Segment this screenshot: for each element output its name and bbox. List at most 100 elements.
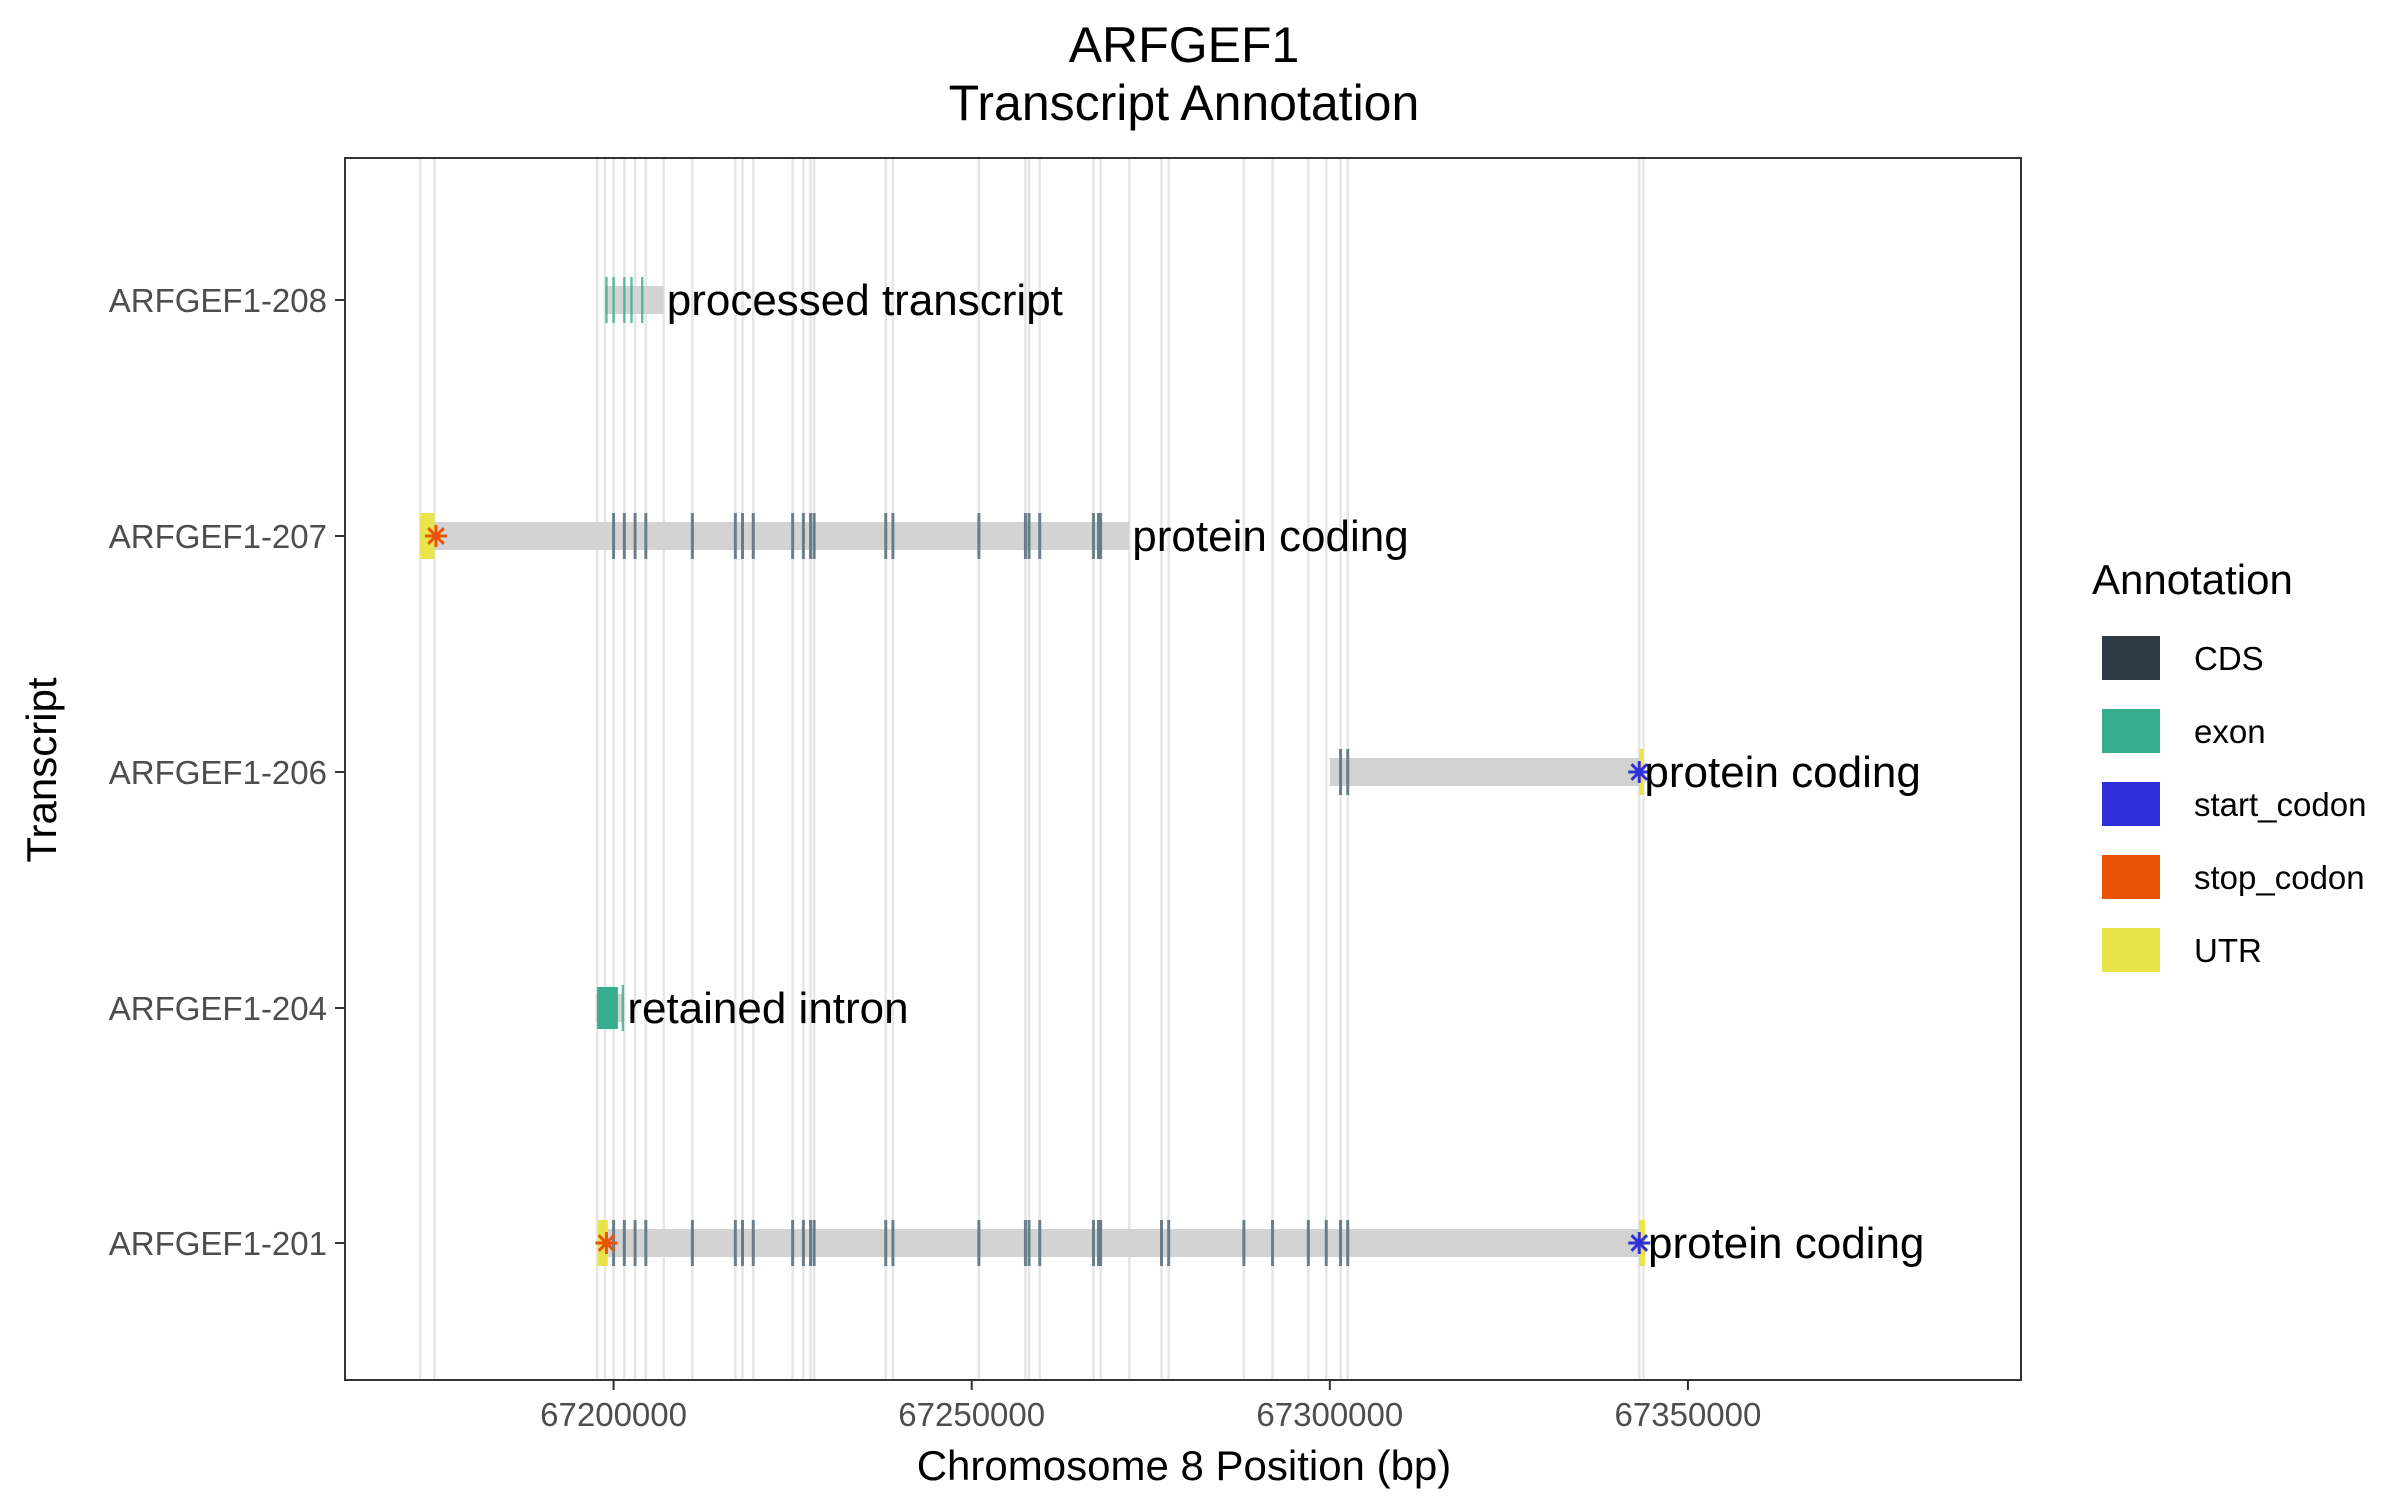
cds-mark [801, 1220, 805, 1266]
y-tick-label: ARFGEF1-204 [109, 990, 327, 1027]
cds-mark [977, 513, 981, 559]
cds-mark [884, 1220, 888, 1266]
legend-label: stop_codon [2194, 859, 2365, 896]
cds-mark [1346, 749, 1350, 795]
cds-mark [690, 513, 694, 559]
cds-mark [1027, 1220, 1031, 1266]
cds-mark [741, 513, 745, 559]
cds-mark [1167, 1220, 1171, 1266]
grid-layer [418, 158, 1645, 1380]
legend-title: Annotation [2092, 556, 2293, 603]
cds-mark [1160, 1220, 1164, 1266]
cds-mark [1271, 1220, 1275, 1266]
cds-mark [1339, 1220, 1343, 1266]
cds-mark [644, 513, 648, 559]
exon-mark [605, 277, 608, 323]
cds-mark [977, 1220, 981, 1266]
start-codon-mark [1628, 1232, 1651, 1254]
chart-title-line2: Transcript Annotation [949, 75, 1420, 131]
chart-title-line1: ARFGEF1 [1069, 17, 1300, 73]
transcript-body [597, 1229, 1645, 1257]
biotype-label: retained intron [627, 984, 908, 1033]
legend-label: CDS [2194, 640, 2264, 677]
y-tick-label: ARFGEF1-201 [109, 1225, 327, 1262]
y-tick-label: ARFGEF1-207 [109, 518, 327, 555]
cds-mark [733, 513, 737, 559]
cds-mark [1023, 1220, 1027, 1266]
cds-mark [612, 513, 616, 559]
cds-mark [809, 1220, 813, 1266]
legend-key-cds [2102, 636, 2160, 680]
cds-mark [1306, 1220, 1310, 1266]
y-axis-title: Transcript [18, 677, 65, 862]
biotype-label: protein coding [1644, 748, 1920, 797]
cds-mark [1023, 513, 1027, 559]
cds-mark [791, 513, 795, 559]
biotype-label-layer: processed transcript protein coding protei… [627, 276, 1924, 1268]
legend-key-exon [2102, 709, 2160, 753]
cds-mark [690, 1220, 694, 1266]
cds-mark [812, 513, 816, 559]
track-layer [420, 277, 1651, 1266]
cds-mark [1091, 513, 1095, 559]
cds-mark [751, 513, 755, 559]
exon-mark [621, 985, 625, 1031]
transcript-body [420, 522, 1130, 550]
cds-mark [622, 1220, 626, 1266]
exon-mark [612, 277, 615, 323]
start-codon-mark [1628, 761, 1651, 783]
exon-mark [630, 277, 633, 323]
biotype-label: processed transcript [667, 276, 1063, 325]
y-axis: ARFGEF1-208 ARFGEF1-207 ARFGEF1-206 ARFGEF1… [109, 282, 345, 1262]
legend-key-start-codon [2102, 782, 2160, 826]
cds-mark [741, 1220, 745, 1266]
y-tick-label: ARFGEF1-206 [109, 754, 327, 791]
cds-mark [891, 513, 895, 559]
cds-mark [1346, 1220, 1350, 1266]
cds-mark [801, 513, 805, 559]
cds-mark [1096, 1220, 1100, 1266]
cds-mark [622, 513, 626, 559]
legend-key-stop-codon [2102, 855, 2160, 899]
cds-mark [884, 513, 888, 559]
x-tick-label: 67200000 [540, 1396, 687, 1433]
cds-mark [1242, 1220, 1246, 1266]
legend-label: start_codon [2194, 786, 2366, 823]
plot-panel-border [344, 157, 2022, 1381]
legend-label: UTR [2194, 932, 2262, 969]
biotype-label: protein coding [1132, 512, 1408, 561]
legend: Annotation CDS exon start_codon stop_codon U… [2092, 556, 2366, 972]
start-codon-mark-stroke [1630, 1234, 1649, 1252]
x-tick-label: 67350000 [1615, 1396, 1762, 1433]
cds-mark [644, 1220, 648, 1266]
exon-block [597, 987, 618, 1029]
cds-mark [791, 1220, 795, 1266]
stop-codon-mark-stroke [427, 527, 445, 545]
cds-mark [1099, 513, 1103, 559]
cds-mark [1038, 1220, 1042, 1266]
stop-codon-mark-stroke [597, 1234, 616, 1252]
cds-mark [812, 1220, 816, 1266]
cds-mark [1096, 513, 1100, 559]
stop-codon-mark [424, 525, 447, 547]
y-tick-label: ARFGEF1-208 [109, 282, 327, 319]
cds-mark [891, 1220, 895, 1266]
exon-mark [623, 277, 626, 323]
legend-label: exon [2194, 713, 2266, 750]
x-axis: 67200000 67250000 67300000 67350000 [540, 1380, 1761, 1433]
cds-mark [633, 1220, 637, 1266]
cds-mark [1091, 1220, 1095, 1266]
cds-mark [1027, 513, 1031, 559]
cds-mark [809, 513, 813, 559]
x-axis-title: Chromosome 8 Position (bp) [917, 1442, 1452, 1489]
cds-mark [751, 1220, 755, 1266]
cds-mark [1099, 1220, 1103, 1266]
cds-mark [1038, 513, 1042, 559]
transcript-body [1329, 758, 1642, 786]
x-tick-label: 67250000 [898, 1396, 1045, 1433]
cds-mark [1339, 749, 1343, 795]
exon-mark [641, 277, 644, 323]
biotype-label: protein coding [1648, 1219, 1924, 1268]
